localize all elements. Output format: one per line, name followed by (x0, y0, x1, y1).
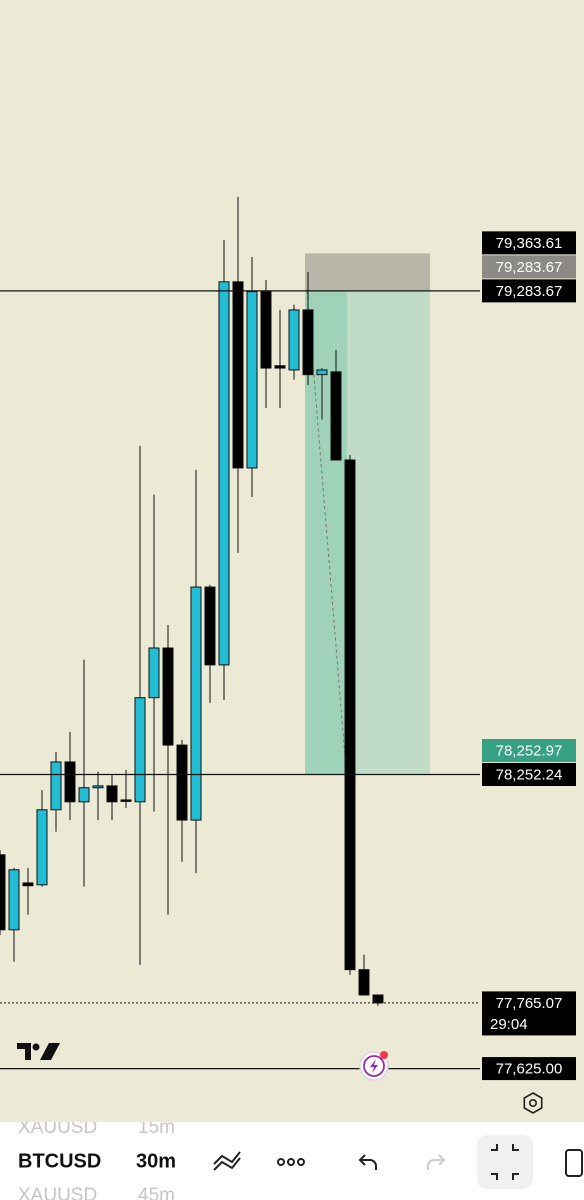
candle-body (162, 647, 174, 746)
candle-body (8, 869, 20, 931)
price-tag-label: 77,625.00 (496, 1061, 563, 1078)
symbol[interactable]: XAUUSD (18, 1185, 97, 1200)
candle-body (358, 969, 370, 996)
price-tag (482, 762, 576, 786)
price-tag (482, 1057, 576, 1081)
symbol[interactable]: XAUUSD (18, 1117, 97, 1138)
candle-body (176, 744, 188, 821)
candle-body (92, 785, 104, 789)
candle-body (260, 291, 272, 369)
time-axis-background (0, 1085, 584, 1122)
candle-body (372, 994, 384, 1004)
candle-body (106, 785, 118, 803)
candle-body (78, 787, 90, 803)
tv-logo (17, 1043, 60, 1060)
candle-body (274, 365, 286, 369)
price-tag (482, 279, 576, 303)
candle-body (148, 647, 160, 699)
candle-body (120, 799, 132, 802)
candle-body (232, 281, 244, 469)
candle-body (302, 309, 314, 376)
price-tag-label: 78,252.24 (496, 766, 563, 783)
position-tool[interactable] (305, 253, 430, 775)
candles (0, 196, 384, 1006)
candle-body (330, 371, 342, 461)
drawing-tools-icon[interactable] (213, 1151, 241, 1171)
price-tags: 77,625.00 77,765.07 29:04 78,252.24 78,252.9… (482, 231, 576, 1081)
fullscreen-button[interactable] (477, 1135, 533, 1189)
candle-body (64, 761, 76, 803)
candle-body (288, 309, 300, 371)
more-icon[interactable] (277, 1158, 305, 1166)
interval[interactable]: 30m (136, 1150, 176, 1172)
redo-icon[interactable] (427, 1154, 446, 1170)
price-lines (0, 290, 480, 1070)
price-tag-label: 77,765.07 (496, 995, 563, 1012)
price-tag-label: 79,283.67 (496, 259, 563, 276)
price-tag (482, 255, 576, 279)
candle-body (0, 854, 6, 931)
candle-body (50, 761, 62, 811)
countdown: 29:04 (490, 1016, 528, 1033)
interval[interactable]: 45m (138, 1185, 175, 1200)
price-tag-label: 79,283.67 (496, 283, 563, 300)
stop-zone (305, 253, 430, 291)
price-tag (482, 231, 576, 255)
candle-body (246, 291, 258, 469)
candle-body (344, 459, 356, 971)
undo-icon[interactable] (358, 1154, 377, 1170)
price-tag (482, 738, 576, 762)
candle-body (316, 369, 328, 376)
price-tag-label: 79,363.61 (496, 235, 563, 252)
candle-body (204, 586, 216, 666)
candle-body (218, 281, 230, 666)
price-tag (482, 991, 576, 1036)
candle-body (190, 586, 202, 821)
fullscreen-icon (491, 1144, 519, 1180)
interval[interactable]: 15m (138, 1117, 175, 1138)
candle-body (36, 809, 48, 886)
price-tag-label: 78,252.97 (496, 742, 563, 759)
alert-badge[interactable] (359, 1051, 389, 1081)
quick-trade-icon[interactable] (565, 1149, 583, 1177)
settings-icon[interactable] (523, 1092, 543, 1114)
toolbar: XAUUSD 15m BTCUSD 30m XAUUSD 45m (0, 1117, 584, 1200)
candle-body (134, 697, 146, 803)
candle-body (22, 882, 34, 887)
symbol[interactable]: BTCUSD (18, 1150, 101, 1172)
